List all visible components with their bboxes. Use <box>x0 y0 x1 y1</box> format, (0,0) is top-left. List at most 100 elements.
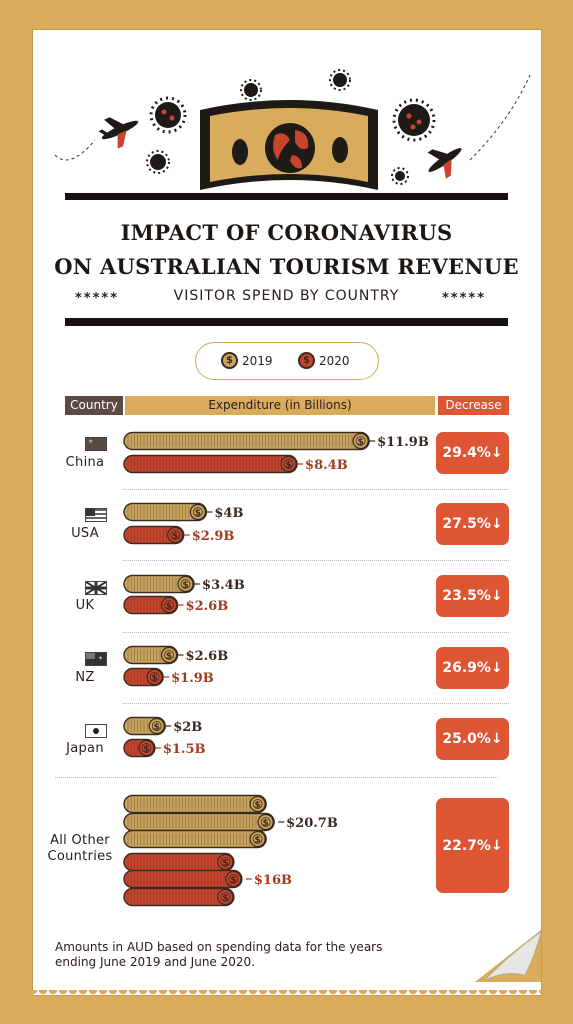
value-label-2019-usa: $4B <box>214 506 243 521</box>
svg-text:$: $ <box>358 438 364 448</box>
bar-2019-uk: $ <box>123 574 195 594</box>
svg-text:$: $ <box>222 859 228 869</box>
header-bottom-rule <box>65 318 508 326</box>
title-line1: IMPACT OF CORONAVIRUS <box>120 220 453 245</box>
virus-icon-5 <box>392 98 436 142</box>
china-flag-icon: ★ <box>85 437 107 451</box>
header-illustration <box>54 69 531 200</box>
row-divider <box>123 632 509 633</box>
decrease-box-other: 22.7%↓ <box>436 798 509 893</box>
bar-2020-usa: $ <box>123 525 185 545</box>
svg-text:$: $ <box>255 801 261 811</box>
subtitle: VISITOR SPEND BY COUNTRY <box>173 288 400 304</box>
bar-2019-usa: $ <box>123 502 208 522</box>
svg-text:$: $ <box>143 745 149 755</box>
header-decrease: Decrease <box>438 396 509 415</box>
legend-label-2019: 2019 <box>242 353 273 368</box>
virus-icon-6 <box>391 167 409 185</box>
svg-text:$: $ <box>152 674 158 684</box>
banknote-icon <box>200 100 378 190</box>
svg-text:$: $ <box>285 461 291 471</box>
stars-right: ***** <box>442 291 486 306</box>
airplane-left-icon <box>98 117 139 149</box>
value-label-2020-usa: $2.9B <box>192 529 235 544</box>
japan-flag-icon <box>85 724 107 738</box>
virus-icon-2 <box>146 150 170 174</box>
row-divider <box>123 560 509 561</box>
bar-2020-other-2: $ <box>123 887 235 907</box>
virus-icon-3 <box>240 79 262 101</box>
legend-item-2019: $ 2019 <box>221 352 273 369</box>
bar-2020-uk: $ <box>123 595 179 615</box>
value-label-2019-uk: $3.4B <box>202 578 245 593</box>
decrease-box-japan: 25.0%↓ <box>436 718 509 760</box>
svg-text:$: $ <box>195 509 201 519</box>
airplane-right-icon <box>427 148 462 179</box>
svg-text:$: $ <box>172 532 178 542</box>
stars-left: ***** <box>75 291 119 306</box>
usa-flag-icon <box>85 508 107 522</box>
bar-2019-other-0: $ <box>123 794 267 814</box>
decrease-box-uk: 23.5%↓ <box>436 575 509 617</box>
flight-path-right <box>469 74 531 161</box>
row-divider <box>123 489 509 490</box>
virus-icon-1 <box>149 96 187 134</box>
value-label-2020-japan: $1.5B <box>163 742 206 757</box>
bar-2020-china: $ <box>123 454 298 474</box>
country-name-nz: NZ <box>75 670 95 685</box>
header-top-rule <box>65 193 508 200</box>
legend: $ 2019 $ 2020 <box>195 342 379 380</box>
svg-text:$: $ <box>222 894 228 904</box>
value-label-2019-other: $20.7B <box>286 816 338 831</box>
bar-2020-other-1: $ <box>123 869 243 889</box>
bar-2019-other-1: $ <box>123 812 275 832</box>
bar-2020-nz: $ <box>123 667 164 687</box>
virus-icon-4 <box>329 69 351 91</box>
decrease-box-china: 29.4%↓ <box>436 432 509 474</box>
uk-flag-icon <box>85 581 107 595</box>
bar-2019-other-2: $ <box>123 829 267 849</box>
flight-path-left <box>54 139 96 161</box>
legend-label-2020: 2020 <box>319 353 350 368</box>
section-divider <box>55 777 498 778</box>
coin-2020-icon: $ <box>298 352 315 369</box>
svg-text:$: $ <box>263 819 269 829</box>
country-name-other-line2: Countries <box>47 849 113 864</box>
value-label-2019-nz: $2.6B <box>186 649 229 664</box>
bar-2019-nz: $ <box>123 645 179 665</box>
coin-2019-icon: $ <box>221 352 238 369</box>
bar-2020-japan: $ <box>123 738 156 758</box>
row-divider <box>123 703 509 704</box>
value-label-2019-china: $11.9B <box>377 435 429 450</box>
decrease-box-usa: 27.5%↓ <box>436 503 509 545</box>
svg-text:$: $ <box>255 836 261 846</box>
decrease-box-nz: 26.9%↓ <box>436 647 509 689</box>
header-expenditure: Expenditure (in Billions) <box>125 396 435 415</box>
country-name-other-line1: All Other <box>50 833 110 848</box>
bar-2019-china: $ <box>123 431 370 451</box>
title-line2: ON AUSTRALIAN TOURISM REVENUE <box>54 254 519 279</box>
header-country: Country <box>65 396 123 415</box>
footnote: Amounts in AUD based on spending data fo… <box>55 940 383 969</box>
svg-text:$: $ <box>230 876 236 886</box>
country-name-china: China <box>65 455 105 470</box>
value-label-2020-other: $16B <box>254 873 292 888</box>
value-label-2020-uk: $2.6B <box>186 599 229 614</box>
country-name-uk: UK <box>75 598 95 613</box>
svg-text:$: $ <box>182 581 188 591</box>
country-name-usa: USA <box>71 526 99 541</box>
country-name-japan: Japan <box>66 741 104 756</box>
bar-2019-japan: $ <box>123 716 166 736</box>
nz-flag-icon: ✦ <box>85 652 107 666</box>
svg-text:$: $ <box>154 723 160 733</box>
legend-item-2020: $ 2020 <box>298 352 350 369</box>
value-label-2019-japan: $2B <box>173 720 202 735</box>
paper-edge-bottom <box>28 990 546 1000</box>
svg-text:$: $ <box>166 652 172 662</box>
value-label-2020-nz: $1.9B <box>171 671 214 686</box>
svg-text:$: $ <box>166 602 172 612</box>
value-label-2020-china: $8.4B <box>305 458 348 473</box>
page-curl-icon <box>475 930 542 982</box>
bar-2020-other-0: $ <box>123 852 235 872</box>
